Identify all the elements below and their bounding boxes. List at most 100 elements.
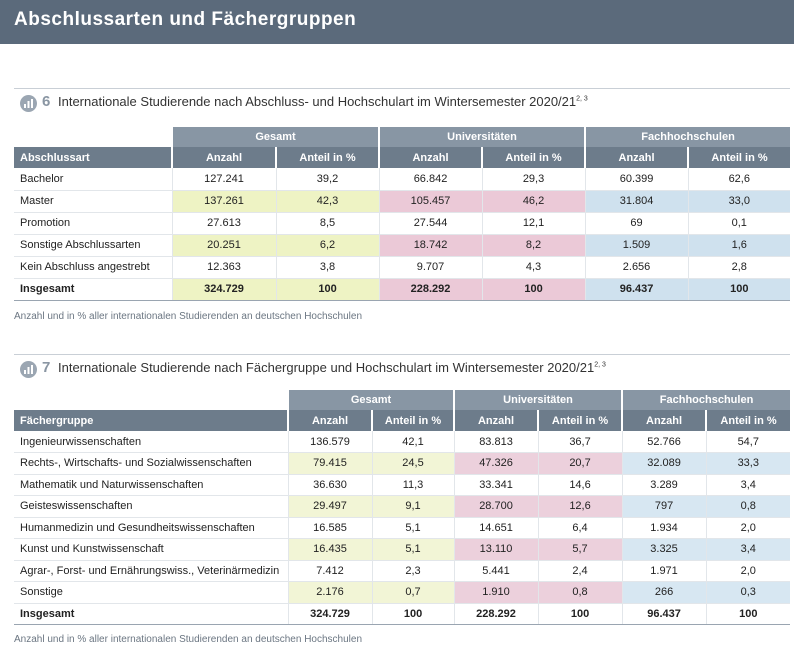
table-row: Humanmedizin und Gesundheitswissenschaft… — [14, 517, 791, 539]
table-cell: 12.363 — [171, 256, 276, 279]
table-row: Mathematik und Naturwissenschaften 36.630… — [14, 474, 791, 496]
table-cell: 28.700 — [453, 495, 539, 518]
table-cell: 36.630 — [287, 474, 372, 496]
row-label: Geisteswissenschaften — [14, 495, 288, 518]
table-cell: 797 — [621, 495, 707, 518]
table-cell: 137.261 — [171, 190, 276, 213]
table-cell: 2.176 — [287, 581, 372, 604]
table-cell: 3.289 — [621, 474, 707, 496]
table-cell: 16.585 — [287, 517, 372, 539]
group-header-gesamt: Gesamt — [170, 127, 380, 147]
row-label: Mathematik und Naturwissenschaften — [14, 474, 288, 496]
table-cell: 33.341 — [453, 474, 539, 496]
degree-type-table: Gesamt Universitäten Fachhochschulen Abs… — [14, 127, 791, 301]
table-footnote: Anzahl und in % aller internationalen St… — [14, 311, 363, 322]
table-cell: 12,6 — [537, 495, 623, 518]
section-number: 7 — [42, 359, 51, 376]
table-cell: 1.934 — [621, 517, 707, 539]
table-cell: 27.613 — [171, 212, 276, 235]
table-cell: 27.544 — [378, 212, 483, 235]
table-cell: 66.842 — [378, 168, 483, 191]
subject-group-table: Gesamt Universitäten Fachhochschulen Fäc… — [14, 390, 791, 625]
table-cell: 62,6 — [687, 168, 791, 191]
table-cell: 2,8 — [687, 256, 791, 279]
section-title: Internationale Studierende nach Fächergr… — [58, 360, 606, 375]
table-cell: 1,6 — [687, 234, 791, 257]
table-cell: 136.579 — [287, 431, 372, 453]
table-cell: 0,8 — [705, 495, 791, 518]
table-cell: 1.910 — [453, 581, 539, 604]
column-header: Anteil in % — [537, 410, 623, 431]
column-header: Anzahl — [621, 410, 707, 431]
column-header: Abschlussart — [14, 147, 172, 168]
table-row: Agrar-, Forst- und Ernährungswiss., Vete… — [14, 560, 791, 582]
table-cell: 42,1 — [371, 431, 455, 453]
table-cell: 12,1 — [481, 212, 586, 235]
table-cell: 6,2 — [275, 234, 380, 257]
table-cell: 3.325 — [621, 538, 707, 561]
table-cell: 4,3 — [481, 256, 586, 279]
column-header: Anteil in % — [481, 147, 586, 168]
table-cell: 228.292 — [453, 603, 539, 625]
row-label: Master — [14, 190, 172, 213]
row-label: Kunst und Kunstwissenschaft — [14, 538, 288, 561]
row-label: Ingenieurwissenschaften — [14, 431, 288, 453]
group-header-universitaeten: Universitäten — [453, 390, 623, 410]
table-row: Rechts-, Wirtschafts- und Sozialwissensc… — [14, 452, 791, 475]
row-label: Sonstige Abschlussarten — [14, 234, 172, 257]
column-header: Anteil in % — [687, 147, 791, 168]
table-cell: 52.766 — [621, 431, 707, 453]
column-header: Anzahl — [453, 410, 539, 431]
table-row: Geisteswissenschaften 29.497 9,1 28.700 12,6… — [14, 495, 791, 518]
column-header: Anzahl — [584, 147, 689, 168]
table-cell: 0,8 — [537, 581, 623, 604]
table-cell: 8,5 — [275, 212, 380, 235]
total-row: Insgesamt 324.729 100 228.292 100 96.437 100 — [14, 603, 791, 625]
table-cell: 2,4 — [537, 560, 623, 582]
table-cell: 20,7 — [537, 452, 623, 475]
table-cell: 54,7 — [705, 431, 791, 453]
row-label: Sonstige — [14, 581, 288, 604]
table-cell: 3,8 — [275, 256, 380, 279]
table-cell: 2.656 — [584, 256, 689, 279]
column-header: Anteil in % — [370, 410, 455, 431]
column-header: Fächergruppe — [14, 410, 288, 431]
table-cell: 100 — [481, 278, 586, 301]
section-title: Internationale Studierende nach Abschlus… — [58, 94, 588, 109]
section-6-header: 6 Internationale Studierende nach Abschl… — [14, 88, 790, 114]
table-row: Sonstige 2.176 0,7 1.910 0,8 266 0,3 — [14, 581, 791, 604]
table-cell: 266 — [621, 581, 707, 604]
table-cell: 1.971 — [621, 560, 707, 582]
table-cell: 1.509 — [584, 234, 689, 257]
table-cell: 32.089 — [621, 452, 707, 475]
table-cell: 100 — [537, 603, 623, 625]
table-cell: 9.707 — [378, 256, 483, 279]
row-label: Rechts-, Wirtschafts- und Sozialwissensc… — [14, 452, 288, 475]
table-cell: 2,0 — [705, 560, 791, 582]
row-label: Insgesamt — [14, 278, 172, 301]
table-cell: 69 — [584, 212, 689, 235]
table-cell: 83.813 — [453, 431, 539, 453]
table-cell: 127.241 — [171, 168, 276, 191]
row-label: Bachelor — [14, 168, 172, 191]
table-row: Kein Abschluss angestrebt 12.363 3,8 9.707 4… — [14, 256, 791, 279]
table-cell: 3,4 — [705, 474, 791, 496]
row-label: Insgesamt — [14, 603, 288, 625]
table-row: Master 137.261 42,3 105.457 46,2 31.804 33,0 — [14, 190, 791, 213]
row-label: Kein Abschluss angestrebt — [14, 256, 172, 279]
table-cell: 9,1 — [371, 495, 455, 518]
table-cell: 100 — [275, 278, 380, 301]
total-row: Insgesamt 324.729 100 228.292 100 96.437 100 — [14, 278, 791, 301]
table-cell: 14.651 — [453, 517, 539, 539]
table-cell: 228.292 — [378, 278, 483, 301]
table-cell: 11,3 — [371, 474, 455, 496]
table-cell: 18.742 — [378, 234, 483, 257]
row-label: Humanmedizin und Gesundheitswissenschaft… — [14, 517, 288, 539]
table-cell: 14,6 — [537, 474, 623, 496]
table-row: Ingenieurwissenschaften 136.579 42,1 83.813… — [14, 431, 791, 453]
table-cell: 96.437 — [621, 603, 707, 625]
table-row: Kunst und Kunstwissenschaft 16.435 5,1 13.1… — [14, 538, 791, 561]
table-cell: 0,3 — [705, 581, 791, 604]
table-cell: 7.412 — [287, 560, 372, 582]
table-cell: 47.326 — [453, 452, 539, 475]
